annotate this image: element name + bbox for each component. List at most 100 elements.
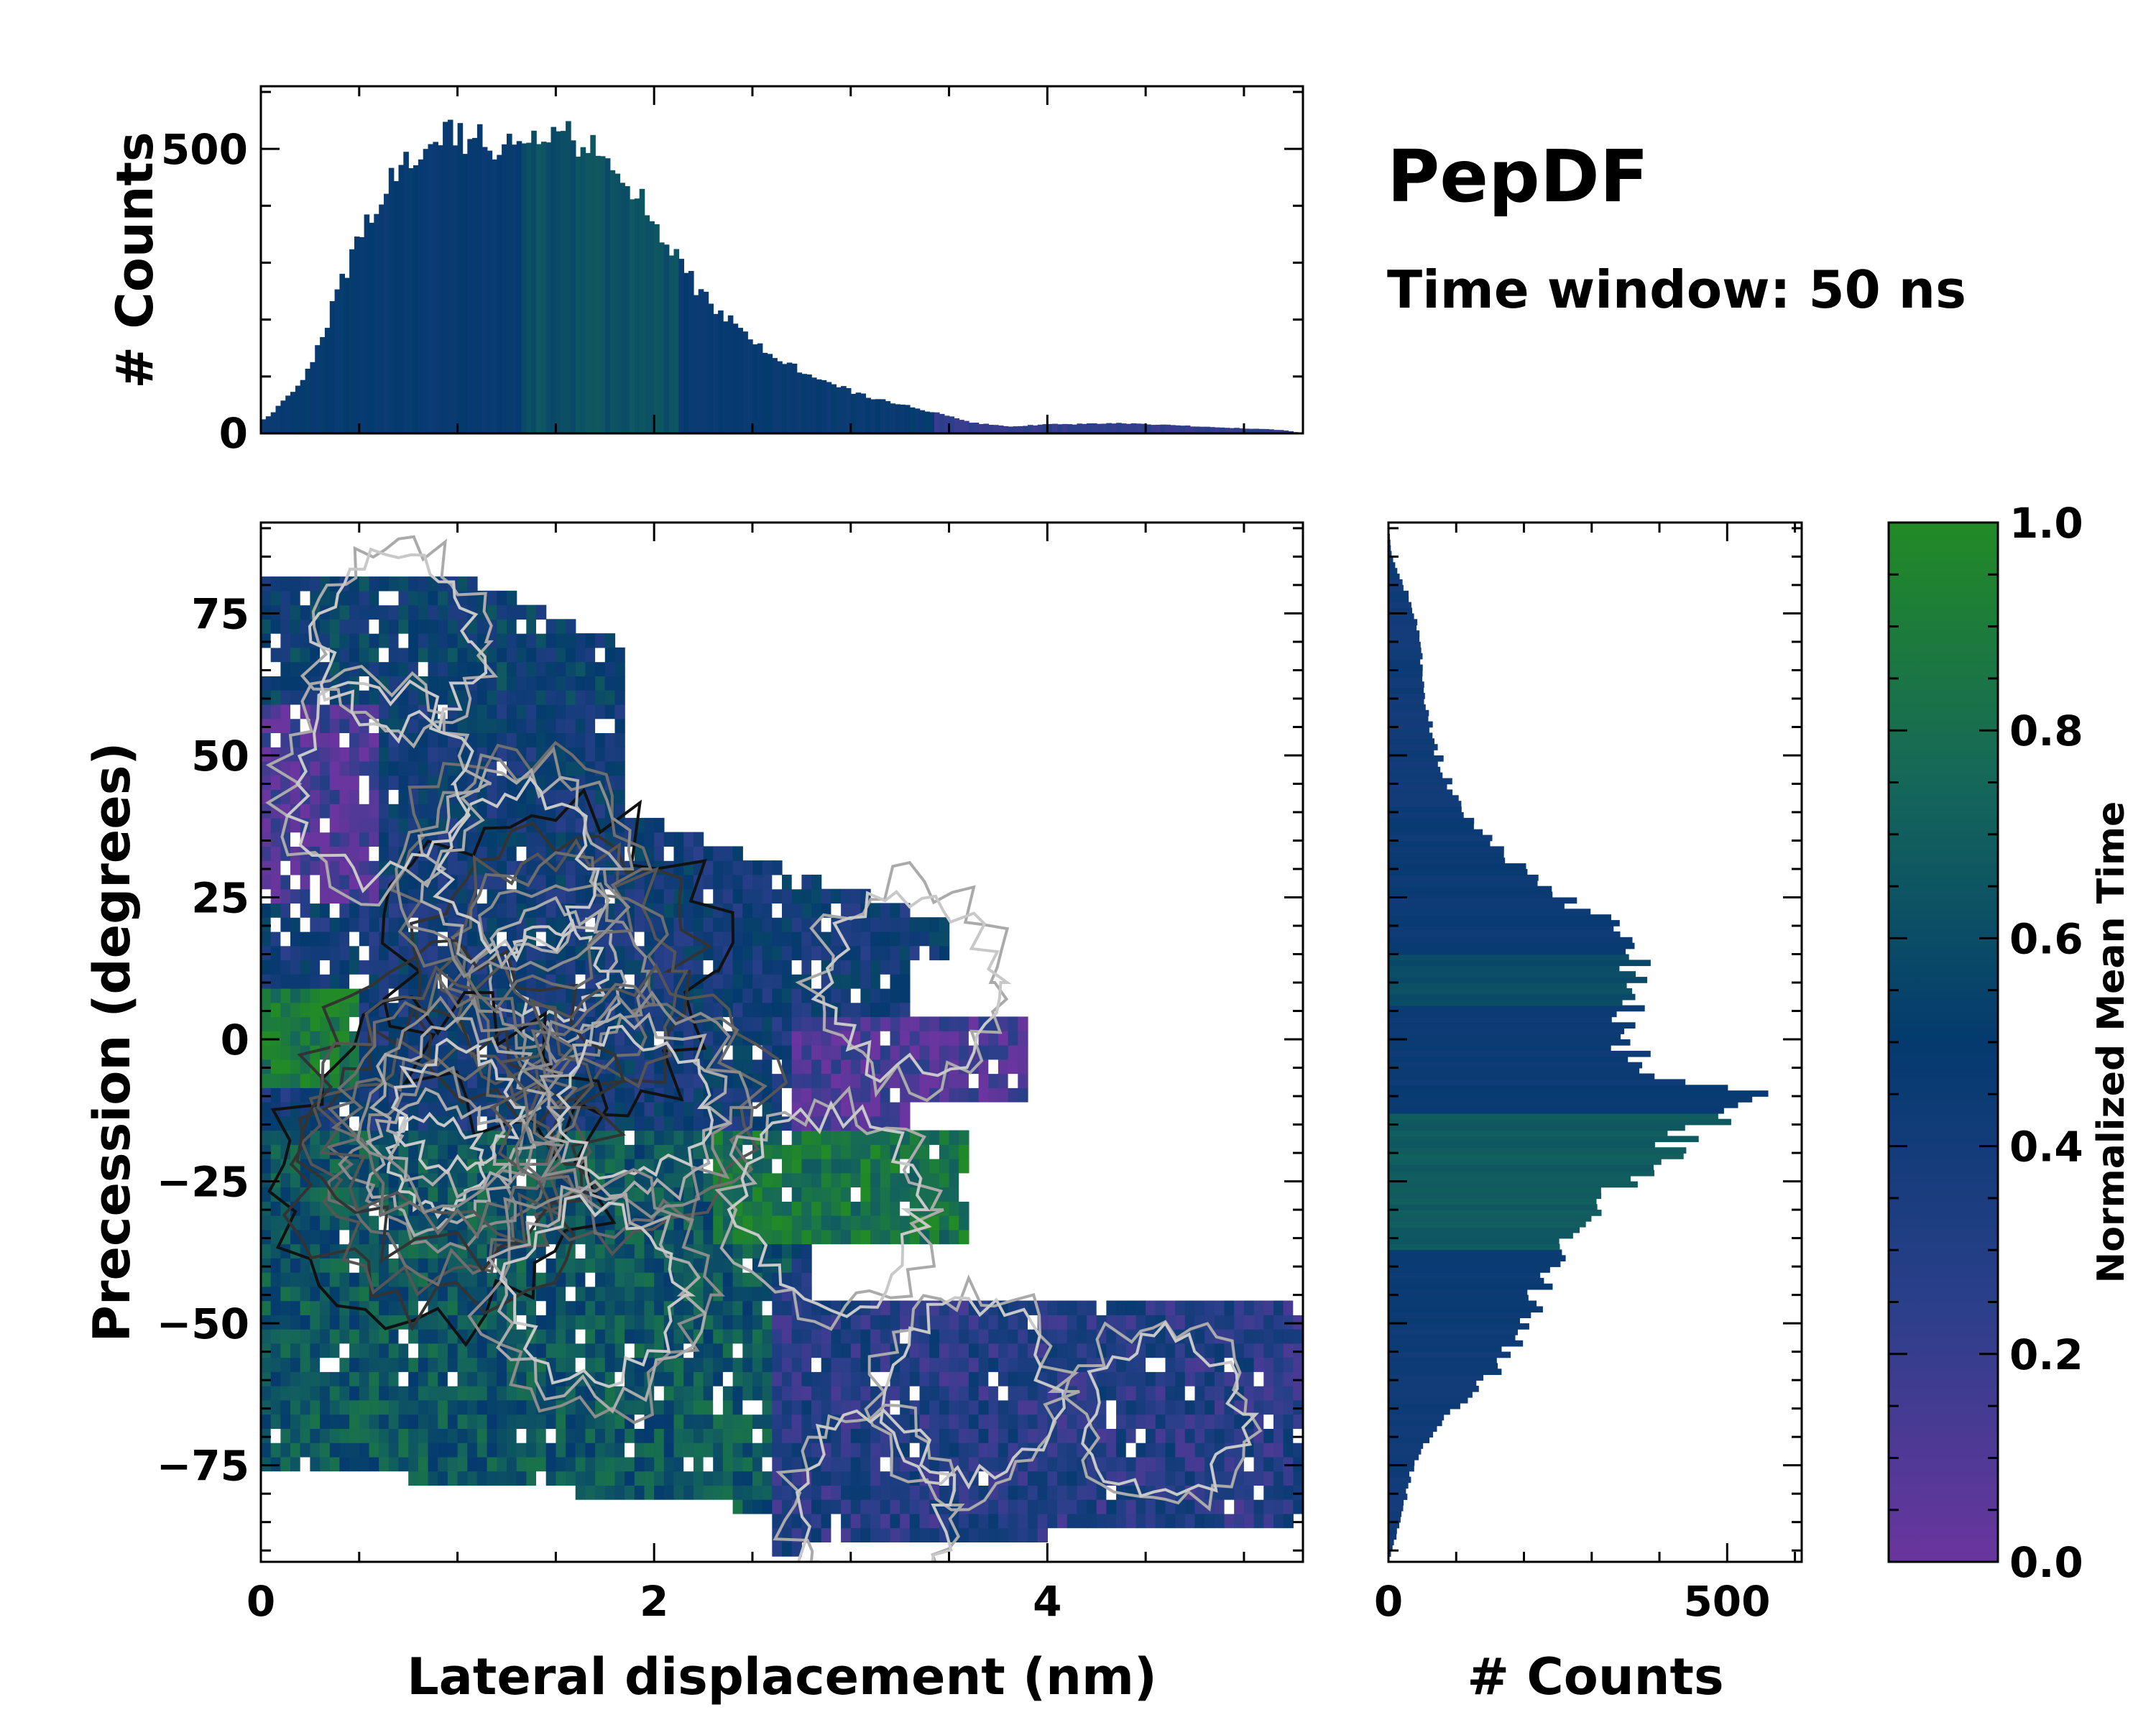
heatmap-cell (791, 1073, 802, 1088)
heatmap-cell (369, 1343, 379, 1358)
heatmap-cell (369, 1059, 379, 1075)
heatmap-cell (536, 1300, 547, 1315)
heatmap-cell (604, 747, 616, 762)
heatmap-cell (772, 1456, 783, 1472)
heatmap-cell (949, 1201, 959, 1216)
heatmap-cell (516, 832, 527, 847)
top-histogram-bar (880, 399, 886, 433)
heatmap-cell (1273, 1471, 1284, 1486)
heatmap-cell (683, 1116, 694, 1131)
heatmap-cell (821, 1201, 831, 1216)
right-histogram-bar (1388, 1334, 1516, 1341)
heatmap-cell (447, 1456, 459, 1472)
top-histogram-bar (285, 395, 291, 433)
heatmap-cell (320, 903, 331, 918)
heatmap-cell (821, 1513, 831, 1529)
heatmap-cell (791, 1229, 802, 1245)
heatmap-cell (261, 1343, 272, 1358)
heatmap-cell (1125, 1485, 1137, 1500)
heatmap-cell (575, 888, 586, 904)
heatmap-cell (428, 633, 438, 648)
heatmap-cell (860, 1428, 871, 1443)
heatmap-cell (1165, 1471, 1176, 1486)
heatmap-cell (634, 1300, 645, 1315)
heatmap-cell (359, 732, 370, 748)
heatmap-cell (1125, 1371, 1137, 1386)
heatmap-cell (929, 1527, 940, 1542)
heatmap-cell (1057, 1499, 1068, 1514)
heatmap-cell (320, 804, 331, 819)
right-histogram-bar (1388, 801, 1462, 807)
heatmap-cell (418, 704, 429, 719)
heatmap-cell (1165, 1443, 1176, 1458)
heatmap-cell (949, 1371, 959, 1386)
heatmap-cell (791, 1087, 802, 1103)
heatmap-cell (261, 1243, 272, 1259)
heatmap-cell (1224, 1499, 1235, 1514)
heatmap-cell (850, 1527, 862, 1542)
heatmap-cell (310, 1144, 321, 1159)
heatmap-cell (457, 1159, 468, 1174)
heatmap-cell (614, 1102, 625, 1117)
heatmap-cell (575, 1471, 586, 1486)
heatmap-cell (841, 1343, 852, 1358)
heatmap-cell (398, 1399, 409, 1415)
heatmap-cell (300, 945, 310, 961)
right-histogram-bar (1388, 1096, 1753, 1103)
heatmap-cell (536, 1286, 547, 1302)
heatmap-cell (841, 1399, 852, 1415)
heatmap-cell (772, 1144, 783, 1159)
heatmap-cell (870, 1130, 881, 1145)
heatmap-cell (831, 1386, 842, 1401)
heatmap-cell (949, 1087, 959, 1103)
heatmap-cell (379, 576, 390, 592)
right-histogram-bar (1388, 806, 1462, 813)
heatmap-cell (261, 704, 272, 719)
heatmap-cell (369, 1243, 379, 1259)
heatmap-cell (545, 647, 556, 663)
heatmap-cell (1018, 1513, 1028, 1529)
heatmap-cell (811, 1386, 822, 1401)
heatmap-cell (320, 1031, 331, 1046)
heatmap-cell (270, 661, 281, 676)
heatmap-cell (890, 917, 900, 932)
heatmap-cell (1096, 1371, 1107, 1386)
right-histogram-bar (1388, 727, 1429, 734)
heatmap-cell (762, 988, 773, 1003)
heatmap-cell (585, 1399, 596, 1415)
heatmap-cell (1283, 1357, 1294, 1372)
heatmap-cell (978, 1329, 989, 1344)
heatmap-cell (516, 732, 527, 748)
heatmap-cell (742, 945, 753, 961)
heatmap-cell (566, 1456, 576, 1472)
heatmap-cell (290, 817, 301, 833)
heatmap-cell (831, 1045, 842, 1060)
heatmap-cell (890, 1087, 900, 1103)
heatmap-cell (703, 846, 714, 861)
heatmap-cell (821, 1187, 831, 1202)
heatmap-cell (782, 1513, 793, 1529)
heatmap-cell (673, 1443, 684, 1458)
heatmap-cell (841, 1159, 852, 1174)
heatmap-cell (831, 1201, 842, 1216)
heatmap-cell (1253, 1386, 1264, 1401)
heatmap-cell (369, 590, 379, 606)
heatmap-cell (762, 1456, 773, 1472)
heatmap-cell (772, 1243, 783, 1259)
heatmap-cell (821, 917, 831, 932)
heatmap-cell (1116, 1456, 1127, 1472)
heatmap-cell (398, 633, 409, 648)
heatmap-cell (860, 1172, 871, 1188)
heatmap-cell (516, 1428, 527, 1443)
heatmap-cell (359, 576, 370, 592)
right-histogram-bar (1388, 903, 1565, 910)
heatmap-cell (261, 576, 272, 592)
heatmap-cell (880, 1059, 891, 1075)
top-histogram-bar (929, 412, 935, 433)
heatmap-cell (939, 1045, 950, 1060)
heatmap-cell (959, 1172, 969, 1188)
heatmap-cell (949, 1443, 959, 1458)
heatmap-cell (526, 1443, 537, 1458)
heatmap-cell (536, 704, 547, 719)
heatmap-cell (595, 690, 606, 705)
